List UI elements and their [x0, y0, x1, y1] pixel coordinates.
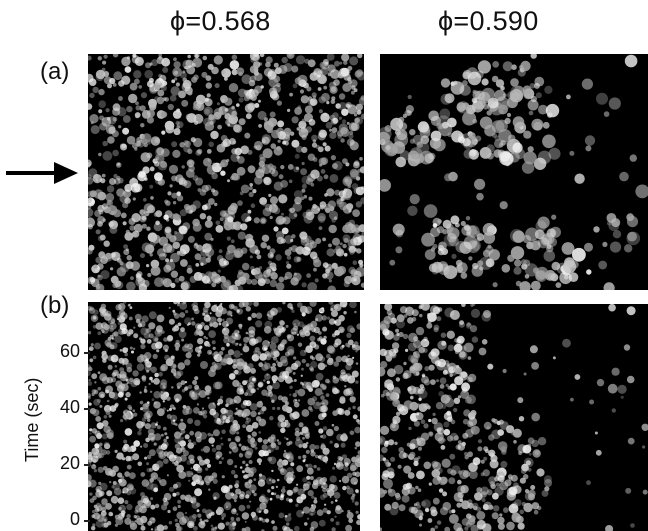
- image-panel-a-0590: [380, 54, 648, 290]
- tick-label-0: 0: [69, 509, 80, 529]
- image-panel-a-0568: [88, 54, 364, 290]
- image-panel-b-0590: [380, 304, 648, 531]
- right-arrow-icon: [6, 158, 78, 193]
- column-title-phi-0568: ϕ=0.568: [170, 6, 271, 36]
- image-panel-b-0568: [88, 302, 360, 531]
- tick-mark-60: [84, 352, 90, 354]
- column-title-phi-0590: ϕ=0.590: [438, 6, 539, 36]
- tick-label-40: 40: [59, 397, 80, 417]
- panel-label-a: (a): [40, 58, 70, 85]
- tick-label-20: 20: [59, 453, 80, 473]
- tick-label-60: 60: [59, 341, 80, 361]
- tick-mark-0: [84, 520, 90, 522]
- panel-label-b: (b): [40, 292, 70, 319]
- time-axis-title: Time (sec): [22, 377, 42, 462]
- tick-mark-20: [84, 464, 90, 466]
- tick-mark-40: [84, 408, 90, 410]
